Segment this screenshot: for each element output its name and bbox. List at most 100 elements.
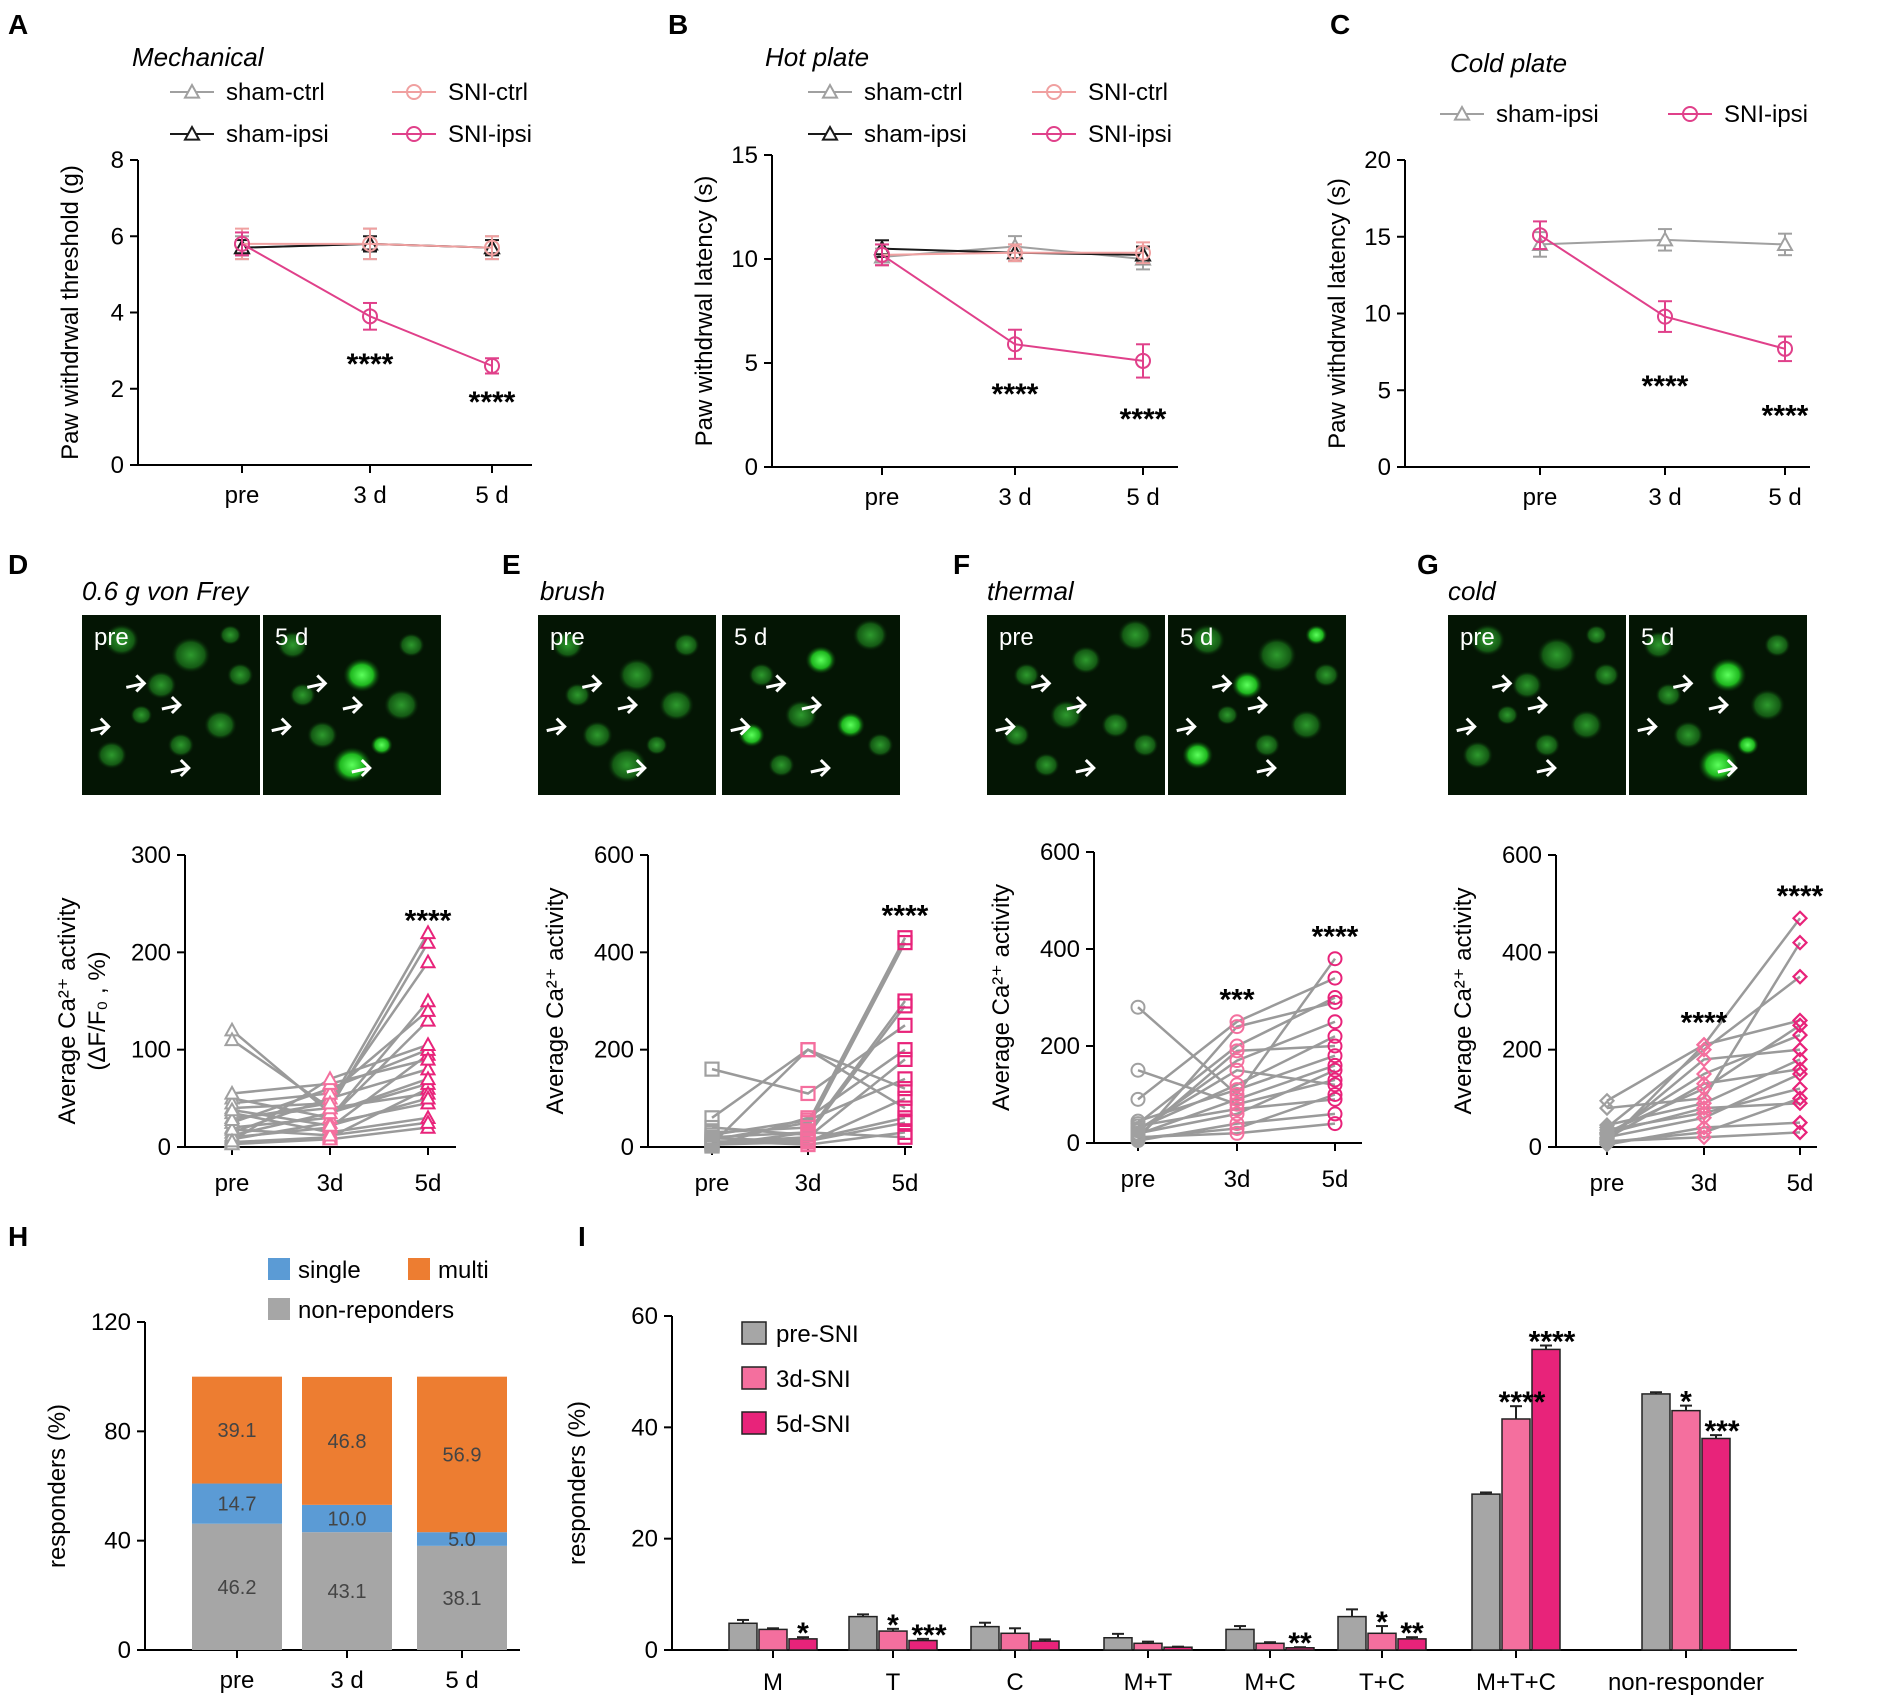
x-tick-label: 5d bbox=[892, 1170, 919, 1197]
arrow-icon bbox=[1030, 674, 1052, 693]
data-point bbox=[1229, 1106, 1245, 1122]
data-point bbox=[1130, 1131, 1146, 1147]
x-tick-label: pre bbox=[865, 484, 900, 511]
micrograph-label: 5 d bbox=[1180, 624, 1213, 651]
data-point bbox=[223, 1101, 241, 1117]
y-axis-label: responders (%) bbox=[44, 1404, 71, 1568]
legend-item: 5d-SNI bbox=[741, 1411, 851, 1438]
micrograph-pre: pre bbox=[987, 615, 1165, 795]
arrow-icon bbox=[810, 758, 831, 778]
bar-5d-SNI bbox=[1531, 1348, 1561, 1651]
data-point bbox=[1327, 1116, 1343, 1132]
x-tick-label: 3 d bbox=[330, 1667, 363, 1694]
data-point bbox=[1327, 1028, 1343, 1044]
data-point bbox=[1327, 970, 1343, 986]
paired-line bbox=[1137, 996, 1336, 1125]
data-point bbox=[1229, 1019, 1245, 1035]
data-point bbox=[800, 1124, 816, 1141]
y-tick-label: 400 bbox=[1040, 936, 1080, 963]
y-tick-label: 15 bbox=[1364, 224, 1391, 251]
cell bbox=[1672, 721, 1704, 749]
bar-pre-SNI bbox=[1641, 1393, 1671, 1651]
chart-I: 0 20 40 60 M T C M+T M+C T+C M+T+C non-responder res… bbox=[564, 1303, 1797, 1696]
legend-label: non-reponders bbox=[298, 1297, 454, 1324]
data-point bbox=[1007, 244, 1023, 261]
data-point bbox=[1656, 230, 1674, 247]
panel-label-E: E bbox=[502, 549, 521, 580]
y-axis-label: Average Ca²⁺ activity bbox=[1450, 888, 1477, 1115]
arrow-icon bbox=[581, 674, 603, 693]
data-point bbox=[1229, 1038, 1245, 1054]
cell bbox=[167, 733, 195, 757]
data-point bbox=[1327, 1091, 1343, 1107]
x-tick-label: 3d bbox=[317, 1170, 344, 1197]
y-tick-label: 100 bbox=[131, 1037, 171, 1064]
paired-line bbox=[711, 942, 907, 1134]
series-SNI-ctrl bbox=[234, 227, 500, 261]
y-tick-label: 40 bbox=[104, 1528, 131, 1555]
arrow-icon bbox=[626, 758, 647, 778]
significance-label: *** bbox=[911, 1619, 946, 1652]
cell bbox=[1189, 624, 1226, 656]
y-tick-label: 10 bbox=[731, 246, 758, 273]
data-point bbox=[1598, 1125, 1616, 1142]
paired-line bbox=[1137, 1001, 1336, 1140]
data-point bbox=[704, 1137, 720, 1154]
legend-item: sham-ipsi bbox=[1440, 101, 1599, 128]
legend-marker bbox=[821, 124, 839, 141]
y-tick-label: 0 bbox=[1378, 454, 1391, 481]
x-tick-label: pre bbox=[225, 482, 260, 509]
significance-label: **** bbox=[1499, 1386, 1546, 1419]
x-tick-label: pre bbox=[1121, 1166, 1156, 1193]
significance-label: **** bbox=[1312, 920, 1359, 953]
cell bbox=[836, 712, 865, 738]
data-point bbox=[321, 1117, 339, 1132]
arrow-icon bbox=[351, 758, 372, 778]
arrow-icon bbox=[1211, 674, 1233, 693]
arrow-icon bbox=[1672, 674, 1694, 693]
micrograph-label: 5 d bbox=[1641, 624, 1674, 651]
data-point bbox=[1791, 1041, 1809, 1058]
data-point bbox=[704, 1061, 720, 1077]
y-tick-label: 8 bbox=[111, 147, 124, 174]
data-point bbox=[1007, 336, 1023, 353]
arrow-icon bbox=[1637, 717, 1658, 736]
series-line bbox=[881, 254, 1144, 362]
cell bbox=[277, 631, 309, 659]
y-tick-label: 300 bbox=[131, 842, 171, 869]
y-tick-label: 200 bbox=[1502, 1037, 1542, 1064]
data-point bbox=[419, 953, 437, 969]
cell bbox=[306, 721, 338, 749]
stack-segment-single bbox=[417, 1532, 507, 1546]
significance-label: ** bbox=[1400, 1617, 1424, 1650]
arrow-icon bbox=[546, 717, 567, 736]
arrow-icon bbox=[170, 758, 191, 778]
significance-label: * bbox=[1680, 1386, 1692, 1419]
x-tick-label: 3d bbox=[795, 1170, 822, 1197]
y-axis-label: Average Ca²⁺ activity bbox=[988, 884, 1015, 1111]
legend-marker bbox=[406, 126, 422, 142]
data-point bbox=[897, 930, 913, 946]
x-tick-label: 3d bbox=[1224, 1166, 1251, 1193]
x-tick-label: T bbox=[886, 1669, 901, 1696]
data-point bbox=[1229, 1062, 1245, 1078]
bar-pre-SNI bbox=[970, 1625, 1000, 1651]
chart-title: brush bbox=[540, 576, 605, 606]
x-tick-label: pre bbox=[215, 1170, 250, 1197]
y-tick-label: 40 bbox=[631, 1414, 658, 1441]
legend-label: SNI-ctrl bbox=[1088, 79, 1168, 106]
data-point bbox=[1327, 1038, 1343, 1054]
y-axis-label: responders (%) bbox=[564, 1401, 591, 1565]
cell bbox=[805, 646, 837, 674]
significance-label: * bbox=[797, 1617, 809, 1650]
y-tick-label: 0 bbox=[1067, 1130, 1080, 1157]
y-tick-label: 5 bbox=[745, 350, 758, 377]
data-point bbox=[223, 1132, 241, 1148]
x-tick-label: 5d bbox=[415, 1170, 442, 1197]
cell bbox=[227, 663, 254, 687]
micrograph-pre: pre bbox=[82, 615, 260, 795]
bar-5d-SNI bbox=[1701, 1437, 1731, 1651]
data-point bbox=[419, 1002, 437, 1017]
x-tick-label: non-responder bbox=[1608, 1669, 1764, 1696]
cell bbox=[1462, 741, 1494, 769]
